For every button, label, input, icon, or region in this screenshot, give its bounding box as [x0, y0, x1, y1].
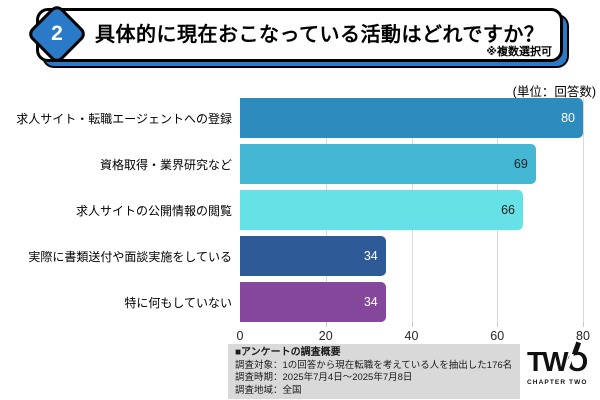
bar-row: 実際に書類送付や面談実施をしている 34 [0, 236, 600, 276]
x-tick-label: 80 [576, 329, 590, 343]
axis-tick [497, 322, 499, 327]
x-tick-label: 0 [236, 329, 244, 343]
bar-value-label: 69 [513, 157, 528, 171]
bar: 34 [240, 236, 386, 276]
bar: 34 [240, 282, 386, 322]
axis-tick [583, 322, 584, 327]
chapter-two-logo: TWO CHAPTER TWO [527, 341, 597, 395]
category-label: 求人サイト・転職エージェントへの登録 [16, 111, 232, 126]
bar: 66 [240, 190, 523, 230]
category-label: 求人サイトの公開情報の閲覧 [75, 203, 232, 218]
survey-region-line: 調査地域：全国 [235, 384, 302, 396]
category-label: 資格取得・業界研究など [99, 157, 232, 172]
axis-tick [411, 322, 413, 327]
question-number: 2 [51, 22, 63, 45]
category-label: 特に何もしていない [124, 295, 232, 310]
bar-chart: 0 20 40 60 80 求人サイト・転職エージェントへの登録 80 資格取得・業界研究など… [0, 98, 600, 343]
bar-value-label: 34 [363, 295, 378, 309]
x-tick-label: 40 [404, 329, 419, 343]
bar-row: 求人サイトの公開情報の閲覧 66 [0, 190, 600, 230]
bar-value-label: 34 [363, 249, 378, 263]
question-title: 具体的に現在おこなっている活動はどれですか？ [95, 24, 545, 47]
bar-value-label: 80 [561, 111, 575, 125]
logo-wordmark: TWO [527, 346, 588, 377]
survey-target-line: 調査対象：1の回答から現在転職を考えている人を抽出した176名 [235, 359, 513, 371]
x-tick-label: 20 [318, 329, 333, 343]
unit-label: (単位：回答数) [512, 85, 596, 99]
bar-value-label: 66 [501, 203, 515, 217]
bar: 69 [240, 144, 536, 184]
bar-row: 資格取得・業界研究など 69 [0, 144, 600, 184]
survey-summary-box: ■アンケートの調査概要 調査対象：1の回答から現在転職を考えている人を抽出した1… [228, 344, 520, 399]
x-tick-label: 60 [490, 329, 505, 343]
gridline [583, 98, 584, 322]
bar-row: 求人サイト・転職エージェントへの登録 80 [0, 98, 600, 138]
bar-row: 特に何もしていない 34 [0, 282, 600, 322]
logo-subtext: CHAPTER TWO [527, 379, 588, 386]
survey-summary-title: ■アンケートの調査概要 [235, 347, 341, 358]
bar: 80 [240, 98, 583, 138]
survey-period-line: 調査時期：2025年7月4日～2025年7月8日 [235, 372, 413, 383]
category-label: 実際に書類送付や面談実施をしている [28, 249, 232, 264]
axis-tick [325, 322, 327, 327]
question-header-box: 具体的に現在おこなっている活動はどれですか？ ※複数選択可 [36, 8, 563, 62]
multiple-choice-note: ※複数選択可 [486, 46, 552, 58]
